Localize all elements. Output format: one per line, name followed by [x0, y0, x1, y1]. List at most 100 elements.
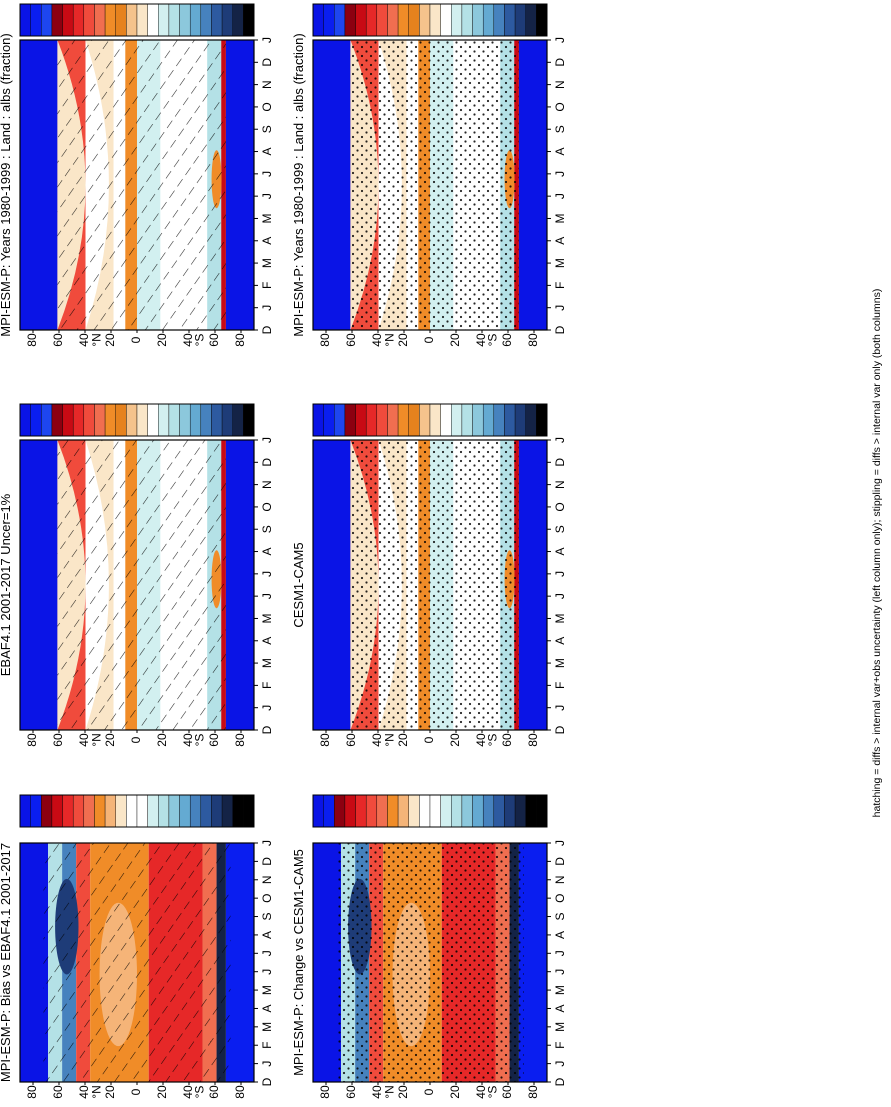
colorbar-swatch: [376, 3, 388, 37]
colorbar-swatch: [504, 403, 516, 437]
field-band: [313, 40, 351, 330]
colorbar-swatch: [419, 403, 431, 437]
hemisphere-label: °N: [89, 1085, 103, 1098]
lat-label: 20: [103, 733, 117, 747]
colorbar-swatch: [472, 3, 484, 37]
lat-label: 60: [500, 1085, 514, 1099]
lat-label: 20: [103, 1085, 117, 1099]
colorbar-swatch: [397, 794, 409, 828]
colorbar-swatch: [472, 403, 484, 437]
panel-title: MPI-ESM-P: Years 1980-1999 : Land : albs…: [291, 33, 306, 337]
colorbar-swatch: [323, 794, 335, 828]
lat-label: 20: [155, 1085, 169, 1099]
colorbar-swatch: [158, 403, 170, 437]
colorbar-swatch: [168, 3, 180, 37]
colorbar-swatch: [104, 794, 116, 828]
month-label: J: [553, 437, 567, 443]
colorbar-swatch: [30, 403, 42, 437]
colorbar-swatch: [429, 794, 441, 828]
lat-label: 20: [155, 333, 169, 347]
hemisphere-label: °S: [192, 1086, 206, 1099]
month-label: D: [260, 58, 274, 67]
colorbar-swatch: [200, 3, 212, 37]
month-label: M: [260, 613, 274, 623]
colorbar-swatch: [365, 3, 378, 37]
colorbar-swatch: [355, 794, 367, 828]
field-band: [518, 440, 547, 730]
colorbar-frame: [312, 3, 548, 37]
colorbar-swatch: [461, 3, 473, 37]
colorbar-swatch: [504, 794, 516, 828]
colorbar-swatch: [451, 3, 463, 37]
colorbar-swatch: [41, 3, 53, 37]
month-label: D: [553, 725, 567, 734]
field-band: [225, 440, 254, 730]
field-band: [20, 40, 58, 330]
colorbar-swatch: [344, 403, 356, 437]
panel-title: CESM1-CAM5: [291, 542, 306, 627]
colorbar-swatch: [19, 794, 31, 828]
lat-label: 80: [318, 733, 332, 747]
month-label: D: [553, 458, 567, 467]
lat-label: 60: [51, 733, 65, 747]
colorbar-swatch: [243, 403, 255, 437]
colorbar-swatch: [504, 3, 516, 37]
month-label: J: [553, 1061, 567, 1067]
month-label: O: [260, 102, 274, 111]
lat-label: 60: [344, 333, 358, 347]
colorbar-swatch: [536, 403, 548, 437]
colorbar-swatch: [355, 3, 367, 37]
month-label: N: [553, 80, 567, 89]
month-label: D: [260, 725, 274, 734]
lat-label: 0: [422, 736, 436, 743]
lat-label: 60: [500, 333, 514, 347]
colorbar-swatch: [323, 403, 335, 437]
colorbar-swatch: [51, 403, 63, 437]
lat-label: 0: [129, 336, 143, 343]
colorbar-swatch: [115, 794, 127, 828]
month-label: D: [553, 325, 567, 334]
lat-label: 80: [526, 733, 540, 747]
month-label: M: [553, 985, 567, 995]
colorbar-frame: [312, 403, 548, 437]
lat-label: 20: [448, 733, 462, 747]
month-label: F: [553, 682, 567, 689]
lat-label: 60: [344, 733, 358, 747]
month-label: J: [260, 193, 274, 199]
colorbar-swatch: [200, 403, 212, 437]
lat-label: 80: [233, 333, 247, 347]
colorbar-swatch: [408, 403, 420, 437]
lat-label: 40: [474, 333, 488, 347]
colorbar-swatch: [323, 3, 335, 37]
month-label: D: [553, 857, 567, 866]
lat-label: 40: [181, 733, 195, 747]
lat-label: 80: [318, 1085, 332, 1099]
month-label: A: [553, 148, 567, 156]
month-label: O: [553, 102, 567, 111]
month-label: A: [553, 548, 567, 556]
lat-label: 60: [207, 733, 221, 747]
colorbar-swatch: [30, 794, 42, 828]
colorbar-swatch: [200, 794, 212, 828]
colorbar-swatch: [344, 3, 356, 37]
lat-label: 80: [25, 333, 39, 347]
colorbar-swatch: [429, 403, 441, 437]
significance-overlay: [336, 843, 524, 1082]
month-label: J: [260, 593, 274, 599]
colorbar-frame: [312, 794, 548, 828]
colorbar-swatch: [147, 403, 159, 437]
month-label: A: [260, 548, 274, 556]
lat-label: 80: [526, 333, 540, 347]
colorbar-swatch: [344, 794, 356, 828]
month-label: D: [553, 1077, 567, 1086]
colorbar-swatch: [397, 403, 409, 437]
month-label: J: [553, 593, 567, 599]
lat-label: 40: [370, 333, 384, 347]
colorbar-swatch: [179, 3, 191, 37]
month-label: F: [260, 682, 274, 689]
month-label: M: [553, 258, 567, 268]
colorbar-swatch: [41, 794, 53, 828]
lat-label: 0: [422, 336, 436, 343]
colorbar-swatch: [147, 3, 159, 37]
month-label: M: [553, 658, 567, 668]
